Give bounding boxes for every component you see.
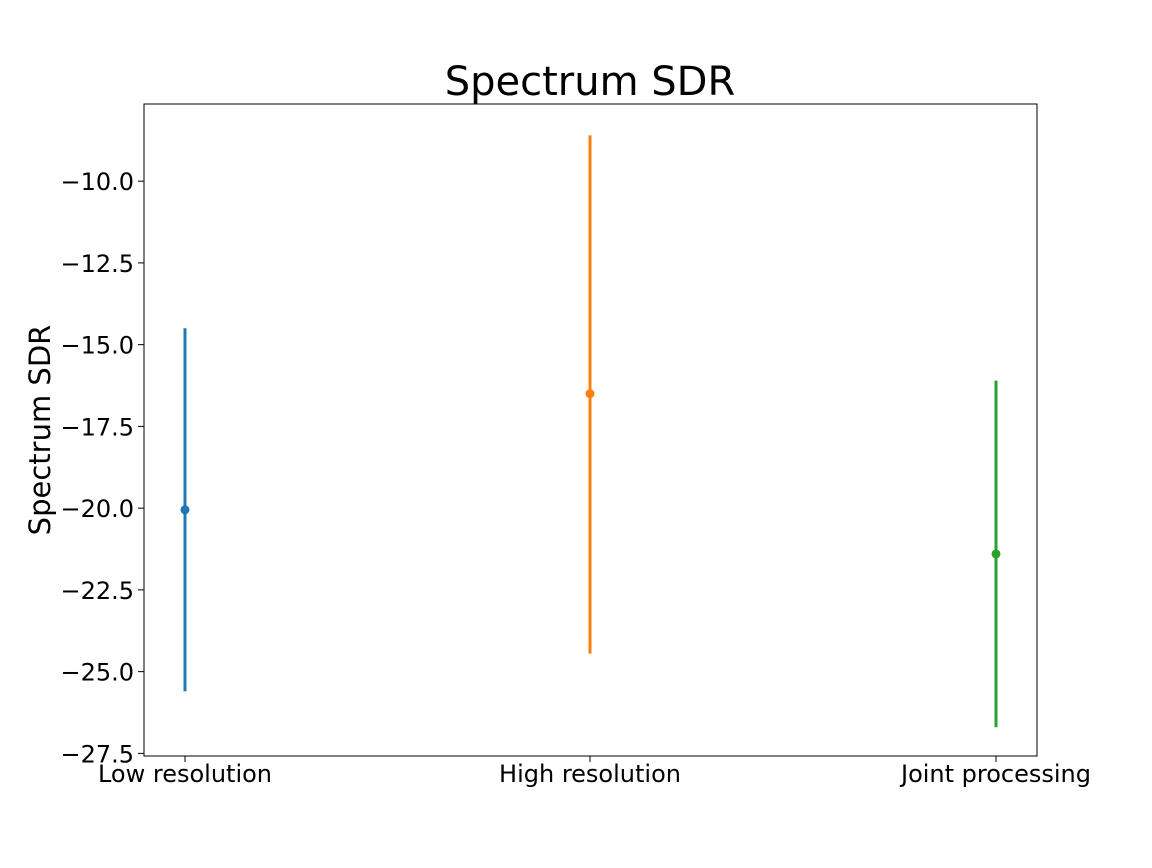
x-tick-label: Low resolution	[98, 760, 272, 788]
y-tick-label: −12.5	[60, 250, 134, 278]
y-tick-label: −22.5	[60, 577, 134, 605]
error-bars	[180, 135, 1001, 728]
x-axis-ticks: Low resolution High resolution Joint proce…	[98, 756, 1091, 788]
mean-point	[585, 389, 595, 399]
mean-point	[991, 549, 1001, 559]
mean-point	[180, 505, 190, 515]
x-tick-label: High resolution	[499, 760, 681, 788]
y-axis-ticks: −10.0 −12.5 −15.0 −17.5 −20.0 −22.5 −25.0 −27.5	[60, 168, 144, 768]
y-tick-label: −27.5	[60, 740, 134, 768]
y-tick-label: −25.0	[60, 659, 134, 687]
chart-title: Spectrum SDR	[445, 59, 736, 105]
y-tick-label: −20.0	[60, 495, 134, 523]
y-axis-label: Spectrum SDR	[23, 325, 57, 536]
x-tick-label: Joint processing	[899, 760, 1091, 788]
y-tick-label: −17.5	[60, 413, 134, 441]
y-tick-label: −15.0	[60, 332, 134, 360]
y-tick-label: −10.0	[60, 168, 134, 196]
plot-frame	[143, 103, 1038, 757]
